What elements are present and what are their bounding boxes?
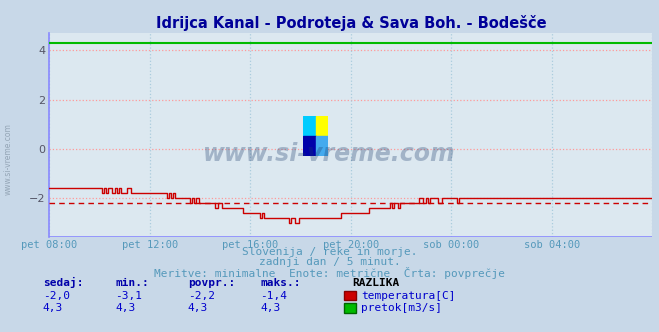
Text: zadnji dan / 5 minut.: zadnji dan / 5 minut. xyxy=(258,257,401,267)
Text: Slovenija / reke in morje.: Slovenija / reke in morje. xyxy=(242,247,417,257)
Bar xyxy=(303,116,316,136)
Text: sedaj:: sedaj: xyxy=(43,277,83,288)
Text: Meritve: minimalne  Enote: metrične  Črta: povprečje: Meritve: minimalne Enote: metrične Črta:… xyxy=(154,267,505,279)
Text: www.si-vreme.com: www.si-vreme.com xyxy=(4,124,13,195)
Bar xyxy=(303,136,316,156)
Bar xyxy=(316,136,328,156)
Title: Idrijca Kanal - Podroteja & Sava Boh. - Bodešče: Idrijca Kanal - Podroteja & Sava Boh. - … xyxy=(156,15,546,31)
Text: www.si-vreme.com: www.si-vreme.com xyxy=(203,142,456,166)
Text: 4,3: 4,3 xyxy=(188,303,208,313)
Text: 4,3: 4,3 xyxy=(115,303,136,313)
Text: pretok[m3/s]: pretok[m3/s] xyxy=(361,303,442,313)
Text: maks.:: maks.: xyxy=(260,278,301,288)
Bar xyxy=(316,116,328,136)
Text: -1,4: -1,4 xyxy=(260,291,287,301)
Text: -2,0: -2,0 xyxy=(43,291,70,301)
Text: -2,2: -2,2 xyxy=(188,291,215,301)
Text: min.:: min.: xyxy=(115,278,149,288)
Text: RAZLIKA: RAZLIKA xyxy=(353,278,400,288)
Text: temperatura[C]: temperatura[C] xyxy=(361,291,455,301)
Text: 4,3: 4,3 xyxy=(43,303,63,313)
Text: povpr.:: povpr.: xyxy=(188,278,235,288)
Text: -3,1: -3,1 xyxy=(115,291,142,301)
Text: 4,3: 4,3 xyxy=(260,303,281,313)
